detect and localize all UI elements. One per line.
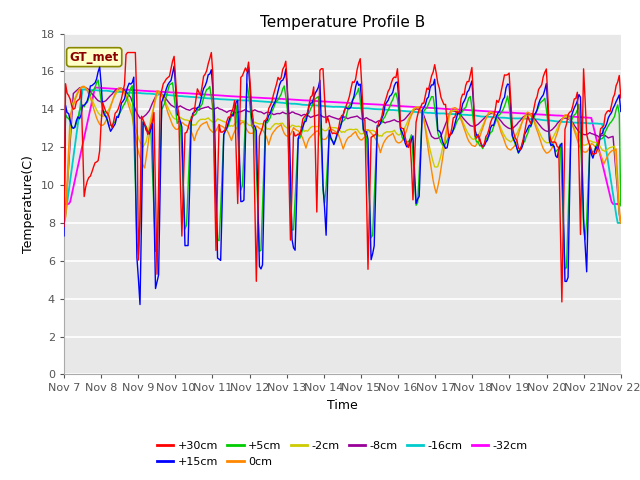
Y-axis label: Temperature(C): Temperature(C) — [22, 155, 35, 253]
Title: Temperature Profile B: Temperature Profile B — [260, 15, 425, 30]
Legend: +30cm, +15cm, +5cm, 0cm, -2cm, -8cm, -16cm, -32cm: +30cm, +15cm, +5cm, 0cm, -2cm, -8cm, -16… — [152, 437, 532, 471]
X-axis label: Time: Time — [327, 399, 358, 412]
Text: GT_met: GT_met — [70, 51, 119, 64]
